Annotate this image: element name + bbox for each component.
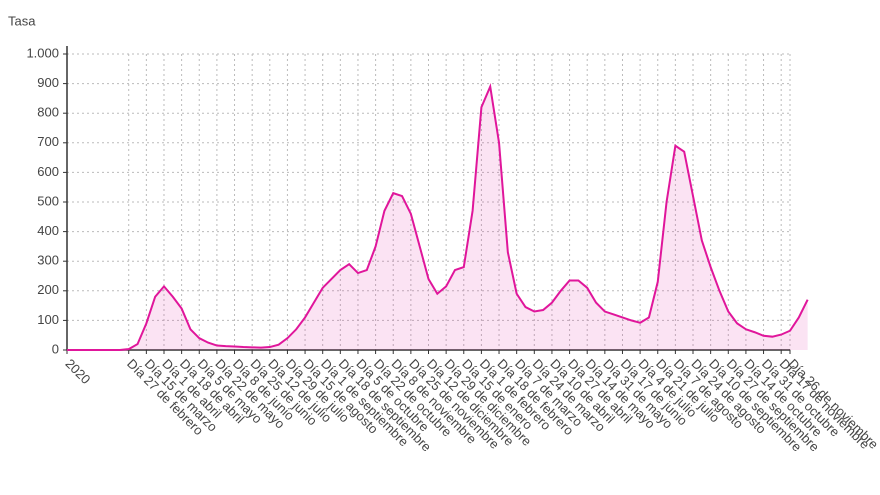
y-tick-label: 800	[37, 105, 59, 120]
line	[67, 82, 809, 351]
area-fill	[67, 86, 808, 350]
y-tick-label: 900	[37, 75, 59, 90]
x-tick-label: 2020	[62, 356, 93, 387]
y-axis-label: Tasa	[8, 13, 36, 28]
y-tick-label: 400	[37, 223, 59, 238]
y-tick-label: 1.000	[26, 45, 59, 60]
y-tick-label: 100	[37, 312, 59, 327]
y-tick-label: 700	[37, 134, 59, 149]
y-tick-label: 600	[37, 164, 59, 179]
y-tick-label: 0	[52, 341, 59, 356]
y-tick-label: 200	[37, 282, 59, 297]
y-tick-label: 300	[37, 253, 59, 268]
y-tick-label: 500	[37, 193, 59, 208]
